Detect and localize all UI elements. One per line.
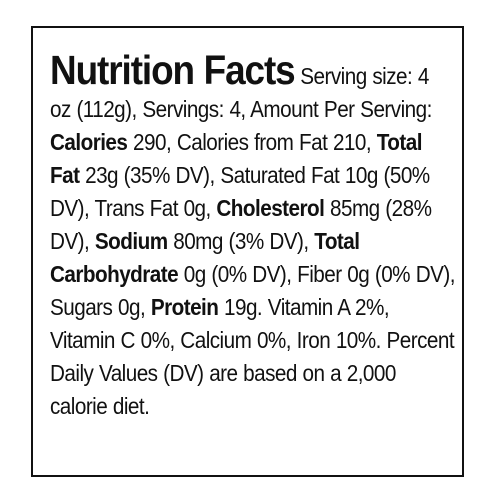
nutrition-facts-text: Nutrition Facts Serving size: 4 oz (112g… bbox=[50, 40, 455, 423]
total-carbohydrate-label: Total Carbohydrate bbox=[50, 228, 360, 287]
nutrition-facts-title: Nutrition Facts bbox=[50, 47, 296, 93]
nutrition-facts-label: Nutrition Facts Serving size: 4 oz (112g… bbox=[31, 26, 464, 477]
protein-text: 19g. Vitamin A 2%, Vitamin C 0%, Calcium… bbox=[50, 294, 455, 419]
calories-text: 290, Calories from Fat 210, bbox=[127, 129, 377, 155]
calories-label: Calories bbox=[50, 129, 128, 155]
sodium-label: Sodium bbox=[94, 228, 168, 254]
cholesterol-text: 85mg (28% DV), bbox=[50, 195, 432, 254]
cholesterol-label: Cholesterol bbox=[216, 195, 325, 221]
serving-text: Serving size: 4 oz (112g), Servings: 4, … bbox=[50, 63, 432, 122]
protein-label: Protein bbox=[150, 294, 219, 320]
total-fat-label: Total Fat bbox=[50, 129, 422, 188]
sodium-text: 80mg (3% DV), bbox=[167, 228, 315, 254]
total-fat-text: 23g (35% DV), Saturated Fat 10g (50% DV)… bbox=[50, 162, 430, 221]
total-carbohydrate-text: 0g (0% DV), Fiber 0g (0% DV), Sugars 0g, bbox=[50, 261, 455, 320]
